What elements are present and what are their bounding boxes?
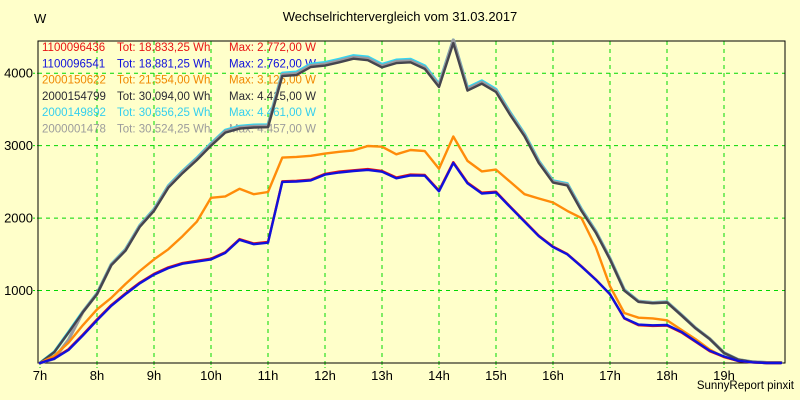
x-tick-label-11h: 11h [258,368,279,383]
legend-row-0-total: Tot: 18.833,25 Wh [117,42,210,54]
series-line-2000149892 [38,38,783,365]
legend-row-2-total: Tot: 21.554,00 Wh [117,75,210,87]
x-tick-label-9h: 9h [147,368,161,383]
series-line-2000001478 [38,38,783,365]
chart-title: Wechselrichtervergleich vom 31.03.2017 [282,9,518,24]
y-axis-unit-label: W [34,11,47,26]
legend-row-3-serial: 2000154799 [42,91,106,103]
legend-row-4-serial: 2000149892 [42,107,106,119]
x-tick-label-8h: 8h [90,368,104,383]
legend-row-4-total: Tot: 30.656,25 Wh [117,107,210,119]
y-tick-label-4000: 4000 [4,66,33,81]
x-tick-label-18h: 18h [656,368,678,383]
x-tick-label-14h: 14h [428,368,450,383]
legend-row-1-total: Tot: 18.881,25 Wh [117,58,210,70]
legend-row-1-max: Max: 2.762,00 W [229,58,316,70]
legend-row-3-max: Max: 4.415,00 W [229,91,316,103]
x-tick-label-19h: 19h [713,368,735,383]
x-tick-label-17h: 17h [599,368,621,383]
legend-row-2-serial: 2000150622 [42,75,106,87]
x-tick-label-16h: 16h [542,368,564,383]
legend-row-0-serial: 1100096436 [42,42,105,54]
report-credit-label: SunnyReport pinxit [696,380,794,392]
x-tick-label-13h: 13h [371,368,393,383]
x-tick-label-15h: 15h [485,368,507,383]
x-tick-label-12h: 12h [314,368,336,383]
x-tick-label-10h: 10h [200,368,222,383]
series-line-1100096541 [38,161,783,365]
legend-row-1-serial: 1100096541 [42,58,105,70]
legend-row-0-max: Max: 2.772,00 W [229,42,316,54]
y-tick-label-3000: 3000 [4,138,33,153]
legend-row-5-serial: 2000001478 [42,124,106,136]
y-tick-label-1000: 1000 [4,283,33,298]
legend-row-2-max: Max: 3.126,00 W [229,75,316,87]
y-tick-label-2000: 2000 [4,211,33,226]
legend-row-5-total: Tot: 30.524,25 Wh [117,124,210,136]
legend-row-3-total: Tot: 30.094,00 Wh [117,91,210,103]
x-tick-label-7h: 7h [33,368,47,383]
series-line-2000150622 [38,135,783,365]
plot-border [37,40,786,364]
series-line-2000154799 [38,41,783,365]
